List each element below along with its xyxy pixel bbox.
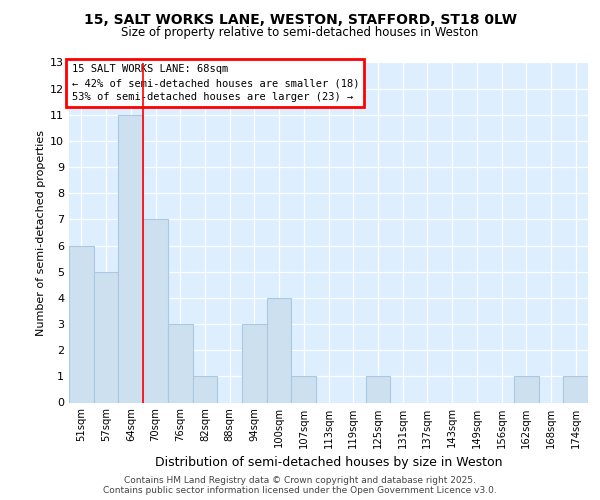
Text: Size of property relative to semi-detached houses in Weston: Size of property relative to semi-detach…	[121, 26, 479, 39]
Bar	[514, 376, 539, 402]
Bar	[365, 376, 390, 402]
Bar	[143, 220, 168, 402]
Text: 15, SALT WORKS LANE, WESTON, STAFFORD, ST18 0LW: 15, SALT WORKS LANE, WESTON, STAFFORD, S…	[83, 12, 517, 26]
Bar	[292, 376, 316, 402]
Y-axis label: Number of semi-detached properties: Number of semi-detached properties	[36, 130, 46, 336]
Text: Contains HM Land Registry data © Crown copyright and database right 2025.
Contai: Contains HM Land Registry data © Crown c…	[103, 476, 497, 495]
Bar	[94, 272, 118, 402]
Bar	[267, 298, 292, 403]
Bar	[168, 324, 193, 402]
Bar	[193, 376, 217, 402]
Bar	[563, 376, 588, 402]
Bar	[69, 246, 94, 402]
Bar	[118, 115, 143, 403]
Text: 15 SALT WORKS LANE: 68sqm
← 42% of semi-detached houses are smaller (18)
53% of : 15 SALT WORKS LANE: 68sqm ← 42% of semi-…	[71, 64, 359, 102]
X-axis label: Distribution of semi-detached houses by size in Weston: Distribution of semi-detached houses by …	[155, 456, 502, 469]
Bar	[242, 324, 267, 402]
